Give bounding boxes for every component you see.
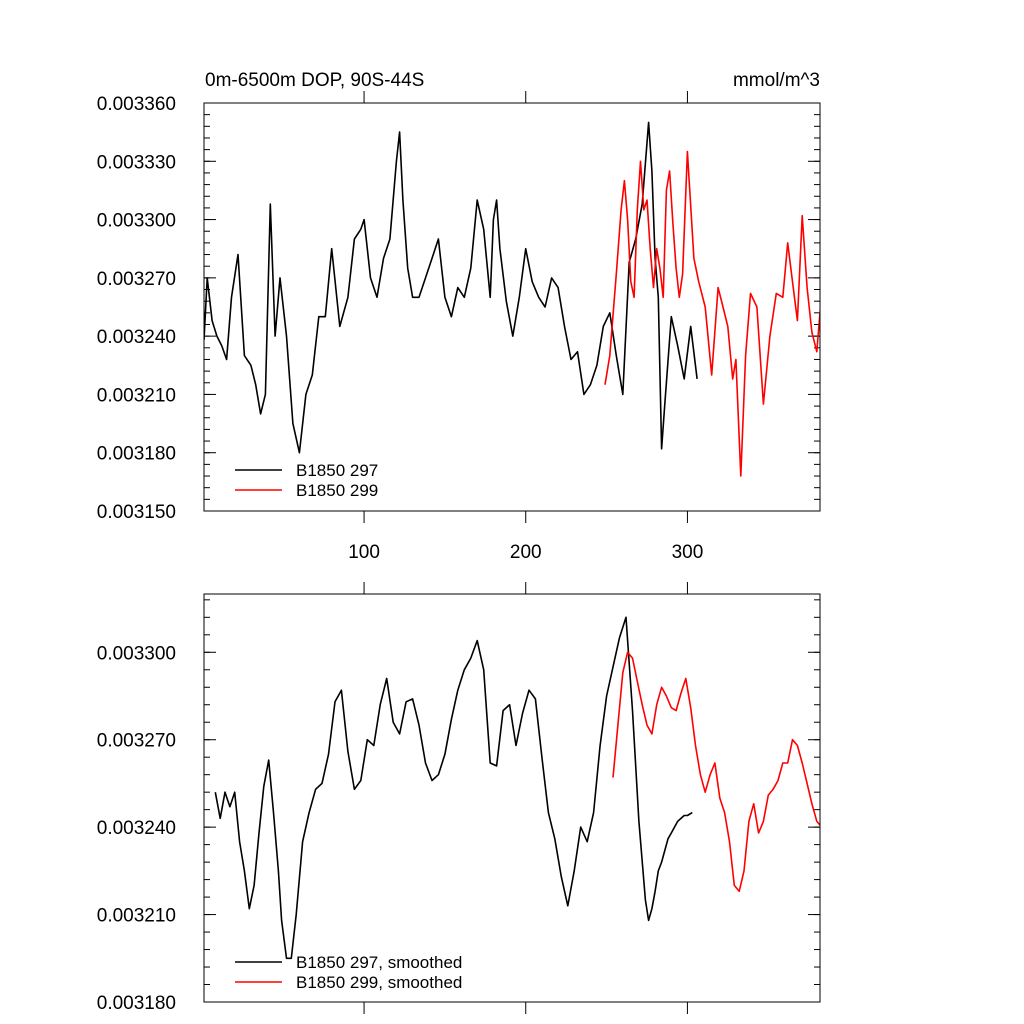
- y-tick-label: 0.003150: [97, 502, 176, 523]
- x-tick-label: 200: [510, 542, 542, 563]
- y-tick-label: 0.003180: [97, 993, 176, 1014]
- bottom-legend-label-black: B1850 297, smoothed: [296, 953, 462, 972]
- top-legend: B1850 297 B1850 299: [235, 461, 378, 500]
- bottom-panel: 0.003180 0.003210 0.003240 0.003270 0.003300…: [97, 582, 821, 1014]
- bottom-legend: B1850 297, smoothed B1850 299, smoothed: [235, 953, 462, 992]
- series-line-red: [612, 651, 820, 893]
- bottom-panel-series: [214, 616, 820, 960]
- y-tick-label: 0.003270: [97, 269, 176, 290]
- y-tick-label: 0.003360: [97, 94, 176, 115]
- y-tick-label: 0.003210: [97, 906, 176, 927]
- series-line-black: [214, 616, 693, 960]
- top-panel-ticks: 0.003150 0.003180 0.003210 0.003240 0.003270…: [97, 91, 820, 563]
- y-tick-label: 0.003270: [97, 731, 176, 752]
- y-tick-label: 0.003300: [97, 211, 176, 232]
- top-legend-label-red: B1850 299: [296, 481, 378, 500]
- y-tick-label: 0.003330: [97, 152, 176, 173]
- bottom-panel-ticks: 0.003180 0.003210 0.003240 0.003270 0.003300: [97, 582, 820, 1014]
- series-line-red: [604, 150, 820, 477]
- top-panel-series: [204, 121, 820, 477]
- top-panel-frame: [203, 102, 821, 512]
- y-tick-label: 0.003240: [97, 818, 176, 839]
- top-panel: 0m-6500m DOP, 90S-44S mmol/m^3 0.0031500…: [97, 70, 821, 563]
- bottom-panel-frame: [203, 593, 821, 1003]
- x-tick-label: 100: [348, 542, 380, 563]
- bottom-legend-label-red: B1850 299, smoothed: [296, 973, 462, 992]
- top-legend-label-black: B1850 297: [296, 461, 378, 480]
- series-line-black: [204, 121, 698, 454]
- x-tick-label: 300: [672, 542, 704, 563]
- y-tick-label: 0.003210: [97, 385, 176, 406]
- y-tick-label: 0.003240: [97, 327, 176, 348]
- top-panel-title: 0m-6500m DOP, 90S-44S: [205, 70, 424, 91]
- y-tick-label: 0.003300: [97, 643, 176, 664]
- y-tick-label: 0.003180: [97, 444, 176, 465]
- top-panel-units: mmol/m^3: [733, 70, 820, 91]
